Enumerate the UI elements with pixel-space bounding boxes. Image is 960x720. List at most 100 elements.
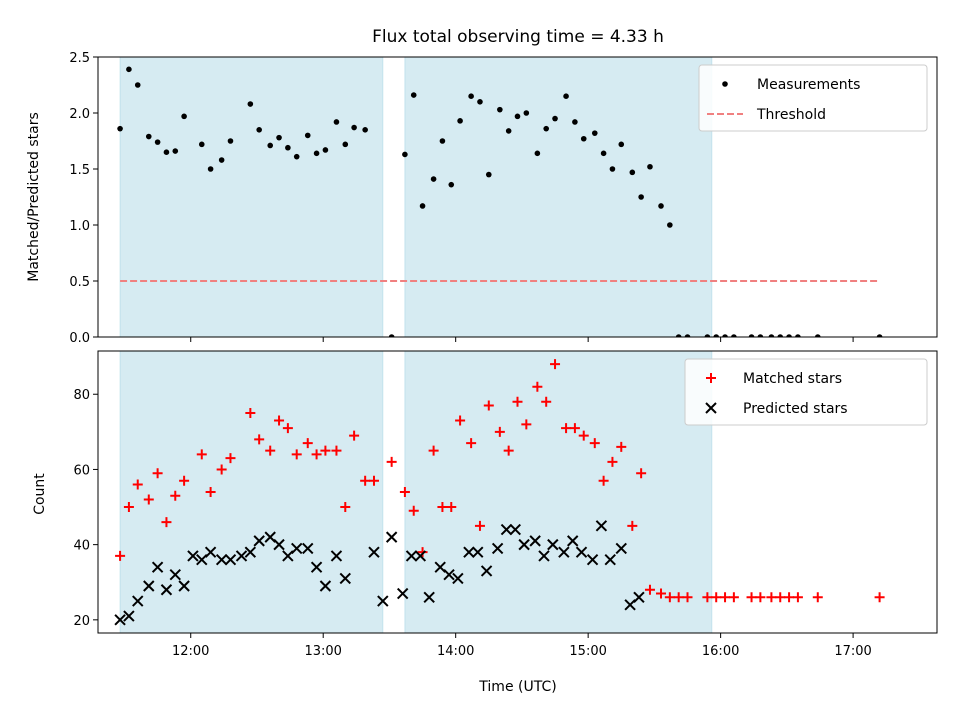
predicted-star-point <box>377 595 389 607</box>
matched-star-point <box>408 505 419 516</box>
y-tick-label: 20 <box>73 614 90 629</box>
measurement-point <box>563 93 569 99</box>
matched-star-point <box>254 434 265 445</box>
predicted-star-point <box>595 520 608 532</box>
measurement-point <box>722 334 728 337</box>
measurement-point <box>647 163 653 170</box>
matched-star-point <box>720 592 731 603</box>
measurement-point <box>505 128 512 134</box>
predicted-star-point <box>423 591 435 603</box>
predicted-star-point <box>414 550 427 562</box>
matched-star-point <box>589 438 600 449</box>
measurement-point <box>814 334 821 337</box>
y-axis-label-bottom: Count <box>32 473 48 515</box>
measurement-point <box>154 139 161 145</box>
measurement-point <box>786 334 792 337</box>
predicted-star-point <box>615 542 627 555</box>
matched-star-point <box>627 520 638 531</box>
y-tick-label: 60 <box>73 463 90 478</box>
predicted-star-point <box>132 595 144 607</box>
matched-star-point <box>532 381 543 392</box>
measurement-point <box>402 151 408 158</box>
predicted-star-point <box>151 561 164 573</box>
matched-star-point <box>746 592 757 603</box>
predicted-star-point <box>319 580 332 592</box>
matched-star-point <box>512 396 523 407</box>
legend-label: Threshold <box>756 107 826 123</box>
predicted-star-point <box>204 546 217 558</box>
measurement-point <box>514 113 521 120</box>
measurement-point <box>439 138 446 144</box>
measurement-point <box>430 176 437 182</box>
measurement-point <box>362 127 368 133</box>
matched-star-point <box>755 592 766 603</box>
predicted-star-point <box>273 538 285 551</box>
predicted-star-point <box>529 535 541 547</box>
matched-star-point <box>291 449 302 460</box>
measurement-point <box>591 130 598 136</box>
measurement-point <box>388 334 395 337</box>
chart-title: Flux total observing time = 4.33 h <box>372 27 664 47</box>
predicted-star-point <box>215 553 228 566</box>
measurement-point <box>313 150 320 157</box>
shaded-interval <box>404 56 713 338</box>
measurement-point <box>134 82 141 88</box>
predicted-star-point <box>310 561 323 573</box>
measurement-point <box>410 92 417 98</box>
predicted-star-point <box>575 546 588 558</box>
y-tick-label: 1.5 <box>69 163 90 178</box>
predicted-star-point <box>396 587 409 600</box>
measurement-point <box>600 150 607 157</box>
matched-star-point <box>521 419 532 430</box>
legend-box <box>698 64 928 132</box>
measurement-point <box>534 150 541 157</box>
measurement-point <box>675 334 682 337</box>
x-tick-label: 17:00 <box>834 644 871 659</box>
measurement-point <box>163 149 170 155</box>
x-tick-label: 13:00 <box>304 644 341 659</box>
measurement-point <box>629 169 636 176</box>
measurement-point <box>207 166 214 172</box>
measurement-point <box>667 222 673 228</box>
matched-star-point <box>386 456 397 467</box>
predicted-star-point <box>500 523 513 536</box>
measurement-point <box>618 141 625 148</box>
y-tick-label: 40 <box>73 539 90 554</box>
measurement-point <box>468 93 474 99</box>
predicted-star-point <box>480 565 493 577</box>
predicted-star-point <box>291 542 303 555</box>
matched-star-point <box>541 396 552 407</box>
predicted-star-point <box>518 538 530 551</box>
matched-star-point <box>265 445 276 456</box>
axes-frame <box>97 56 938 338</box>
measurement-point <box>457 118 463 124</box>
predicted-star-point <box>187 550 199 562</box>
measurement-point <box>523 110 530 116</box>
matched-star-point <box>225 453 236 464</box>
axes-frame <box>97 350 938 634</box>
predicted-star-point <box>604 553 616 566</box>
predicted-star-point <box>143 580 155 592</box>
shaded-interval <box>404 350 713 634</box>
star-count-panel: 20 40 60 80 12:00 13:00 14:00 15:00 16:00 17:00 Ma… <box>73 350 938 659</box>
legend-swatch-predicted <box>705 402 717 414</box>
predicted-star-point <box>339 572 351 585</box>
matched-star-point <box>673 592 684 603</box>
y-tick-label: 80 <box>73 388 90 403</box>
matched-star-point <box>245 408 256 419</box>
legend-swatch-matched <box>706 373 716 383</box>
matched-star-point <box>331 445 342 456</box>
x-axis-label: Time (UTC) <box>478 679 556 695</box>
predicted-star-point <box>123 610 135 622</box>
predicted-star-point <box>472 546 484 558</box>
matched-star-point <box>607 456 618 467</box>
measurement-point <box>145 133 152 140</box>
y-tick-label: 2.5 <box>69 51 90 66</box>
matched-star-point <box>766 592 777 603</box>
predicted-star-point <box>586 553 599 566</box>
y-tick-label: 2.0 <box>69 107 90 122</box>
matched-star-point <box>115 550 126 561</box>
predicted-star-point <box>253 535 265 547</box>
predicted-star-point <box>547 538 559 551</box>
